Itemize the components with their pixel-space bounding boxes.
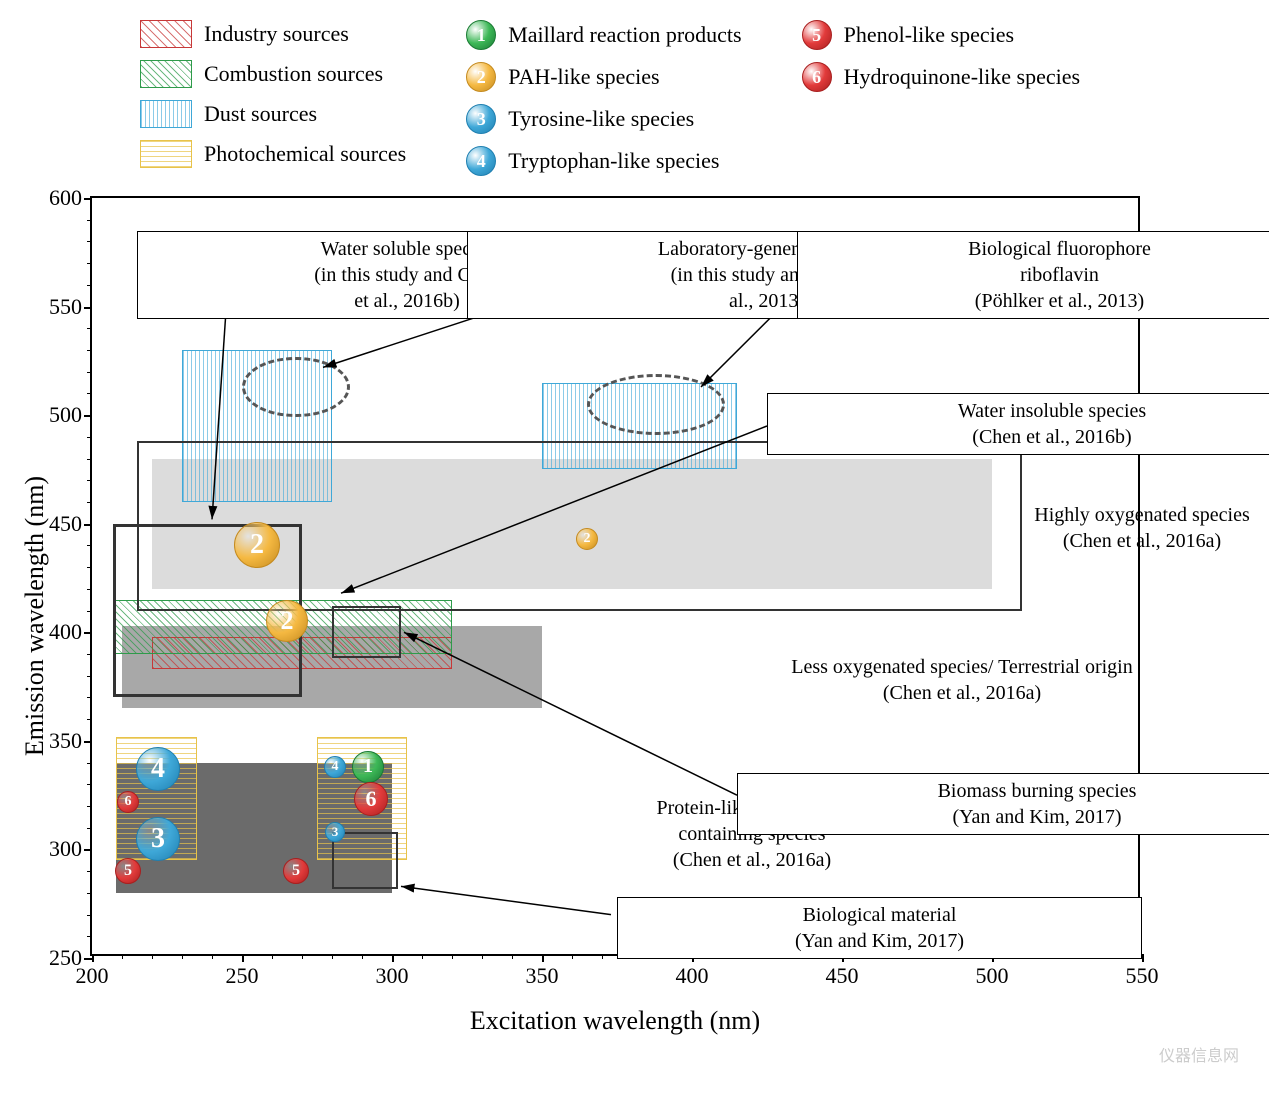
legend-label: Industry sources [204,21,349,47]
marker-5: 5 [283,858,309,884]
watermark: 仪器信息网 [1159,1042,1239,1066]
legend-circle-4: 4 [466,146,496,176]
ytick-label: 300 [32,836,82,862]
marker-6: 6 [354,782,388,816]
legend-label: Dust sources [204,101,317,127]
legend-circle-1: 1 [466,20,496,50]
legend-item: 6 Hydroquinone-like species [802,62,1080,92]
legend-swatch [140,60,192,88]
ytick-label: 250 [32,945,82,971]
ytick-label: 600 [32,185,82,211]
marker-2: 2 [234,522,280,568]
legend-circle-6: 6 [802,62,832,92]
chart-wrap: Emission wavelength (nm) 250300350400450… [90,196,1249,1036]
legend-col1: Industry sources Combustion sources Dust s… [140,20,406,176]
xtick-label: 400 [676,963,709,989]
legend-circle-5: 5 [802,20,832,50]
marker-5: 5 [115,858,141,884]
legend-item: Combustion sources [140,60,406,88]
legend-item: 1 Maillard reaction products [466,20,741,50]
bio-material-rect [332,832,398,888]
plot-area: 2503003504004505005506002002503003504004… [90,196,1140,956]
biomass-rect [332,606,401,658]
legend-circle-3: 3 [466,104,496,134]
legend-label: Hydroquinone-like species [844,64,1080,90]
soa-ellipse [242,357,350,418]
textbox-bio-material: Biological material(Yan and Kim, 2017) [617,897,1142,959]
legend-label: Maillard reaction products [508,22,741,48]
marker-3: 3 [325,822,345,842]
legend-col3: 5 Phenol-like species 6 Hydroquinone-like s… [802,20,1080,176]
ytick-label: 550 [32,294,82,320]
legend-item: 5 Phenol-like species [802,20,1080,50]
marker-4: 4 [136,747,180,791]
legend-label: PAH-like species [508,64,659,90]
marker-3: 3 [136,817,180,861]
xtick-label: 350 [526,963,559,989]
freetext-less-ox-text: Less oxygenated species/ Terrestrial ori… [482,654,1269,706]
textbox-biomass: Biomass burning species(Yan and Kim, 201… [737,773,1269,835]
figure-root: Industry sources Combustion sources Dust s… [20,20,1249,1036]
legend-swatch [140,20,192,48]
marker-6: 6 [117,791,139,813]
legend-item: 3 Tyrosine-like species [466,104,741,134]
legend-item: 4 Tryptophan-like species [466,146,741,176]
legend-item: Dust sources [140,100,406,128]
ytick-label: 400 [32,619,82,645]
legend-col2: 1 Maillard reaction products 2 PAH-like spe… [466,20,741,176]
ytick-label: 500 [32,402,82,428]
legend-label: Combustion sources [204,61,383,87]
legend-label: Tryptophan-like species [508,148,719,174]
legend: Industry sources Combustion sources Dust s… [140,20,1249,176]
legend-item: Photochemical sources [140,140,406,168]
legend-item: Industry sources [140,20,406,48]
riboflavin-ellipse [587,374,725,435]
legend-swatch [140,140,192,168]
legend-label: Tyrosine-like species [508,106,694,132]
xtick-label: 550 [1126,963,1159,989]
xtick-label: 300 [376,963,409,989]
legend-item: 2 PAH-like species [466,62,741,92]
ytick-label: 450 [32,511,82,537]
xtick-label: 450 [826,963,859,989]
textbox-water-insoluble: Water insoluble species(Chen et al., 201… [767,393,1269,455]
legend-swatch [140,100,192,128]
marker-4: 4 [324,756,346,778]
xtick-label: 200 [76,963,109,989]
a-biomat [401,886,611,914]
legend-circle-2: 2 [466,62,496,92]
marker-2: 2 [266,600,308,642]
xtick-label: 500 [976,963,1009,989]
marker-2: 2 [576,528,598,550]
freetext-highly-ox-text: Highly oxygenated species(Chen et al., 2… [782,502,1269,554]
marker-1: 1 [352,751,384,783]
textbox-riboflavin: Biological fluorophoreriboflavin(Pöhlker… [797,231,1269,319]
legend-label: Photochemical sources [204,141,406,167]
legend-label: Phenol-like species [844,22,1014,48]
ytick-label: 350 [32,728,82,754]
x-axis-label: Excitation wavelength (nm) [90,1006,1140,1036]
xtick-label: 250 [226,963,259,989]
